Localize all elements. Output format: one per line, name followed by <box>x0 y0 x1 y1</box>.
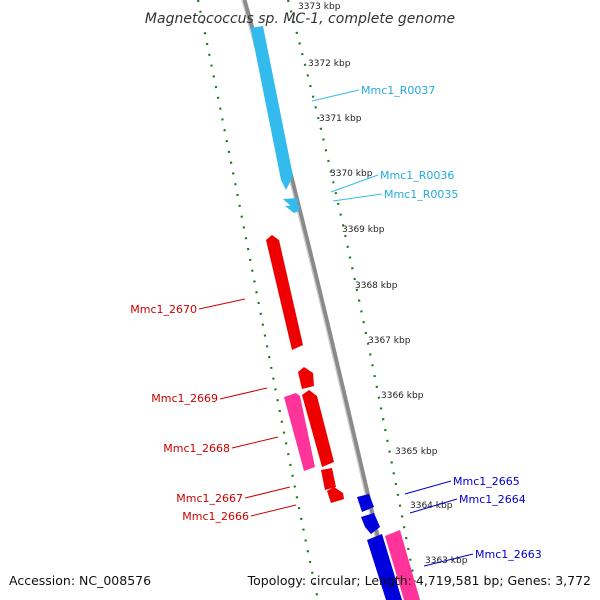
ruler-label: 3373 kbp <box>298 2 341 12</box>
ruler-label: 3366 kbp <box>381 391 424 401</box>
map-title: Magnetococcus sp. MC-1, complete genome <box>145 11 455 27</box>
leader-line <box>311 89 360 102</box>
leader-line <box>423 553 474 567</box>
feature-label[interactable]: Mmc1_2667 <box>176 492 243 505</box>
leader-line <box>244 486 291 499</box>
feature-label[interactable]: Mmc1_R0037 <box>361 84 435 97</box>
feature-label[interactable]: Mmc1_2663 <box>475 548 542 561</box>
feature-Mmc1_2665[interactable] <box>357 494 374 512</box>
ruler-label: 3368 kbp <box>355 281 398 291</box>
leader-line <box>250 504 297 517</box>
feature-Mmc1_2667[interactable] <box>321 468 336 490</box>
feature-label[interactable]: Mmc1_2670 <box>130 303 197 316</box>
feature-Mmc1_2666[interactable] <box>327 487 344 503</box>
leader-line <box>219 387 268 400</box>
feature-Mmc1_R0037[interactable] <box>250 26 293 190</box>
feature-label[interactable]: Mmc1_2665 <box>453 475 520 488</box>
feature-label[interactable]: Mmc1_R0035 <box>384 188 458 201</box>
feature-label[interactable]: Mmc1_2666 <box>182 510 249 523</box>
ruler-label: 3369 kbp <box>342 225 385 235</box>
feature-label[interactable]: Mmc1_2668 <box>163 442 230 455</box>
feature-label[interactable]: Mmc1_2669 <box>151 392 218 405</box>
feature-Mmc1_2668[interactable] <box>284 393 315 471</box>
feature-Mmc1_2670[interactable] <box>266 235 303 350</box>
leader-line <box>330 174 379 193</box>
accession-info: Accession: NC_008576 <box>9 573 152 588</box>
ruler-label: 3370 kbp <box>330 169 373 179</box>
feature-Mmc1_2664[interactable] <box>361 513 380 534</box>
ruler-label: 3364 kbp <box>410 501 453 511</box>
leader-line <box>332 193 383 202</box>
ruler-label: 3365 kbp <box>395 447 438 457</box>
feature-Mmc1_R0036[interactable] <box>283 198 298 207</box>
ruler-label: 3372 kbp <box>308 59 351 69</box>
ruler-label: 3367 kbp <box>368 336 411 346</box>
ruler-label: 3371 kbp <box>319 114 362 124</box>
leader-line <box>231 436 279 449</box>
feature-gene-red-2[interactable] <box>302 390 334 467</box>
leader-line <box>404 480 452 495</box>
feature-Mmc1_2669[interactable] <box>298 367 314 389</box>
feature-pink-gene-right[interactable] <box>385 530 420 600</box>
feature-label[interactable]: Mmc1_2664 <box>459 493 526 506</box>
feature-Mmc1_2663[interactable] <box>367 534 402 600</box>
genome-summary: Topology: circular; Length: 4,719,581 bp… <box>247 573 591 588</box>
feature-label[interactable]: Mmc1_R0036 <box>380 169 454 182</box>
leader-line <box>198 298 246 310</box>
leader-line <box>409 498 458 514</box>
feature-Mmc1_R0035[interactable] <box>285 205 300 213</box>
